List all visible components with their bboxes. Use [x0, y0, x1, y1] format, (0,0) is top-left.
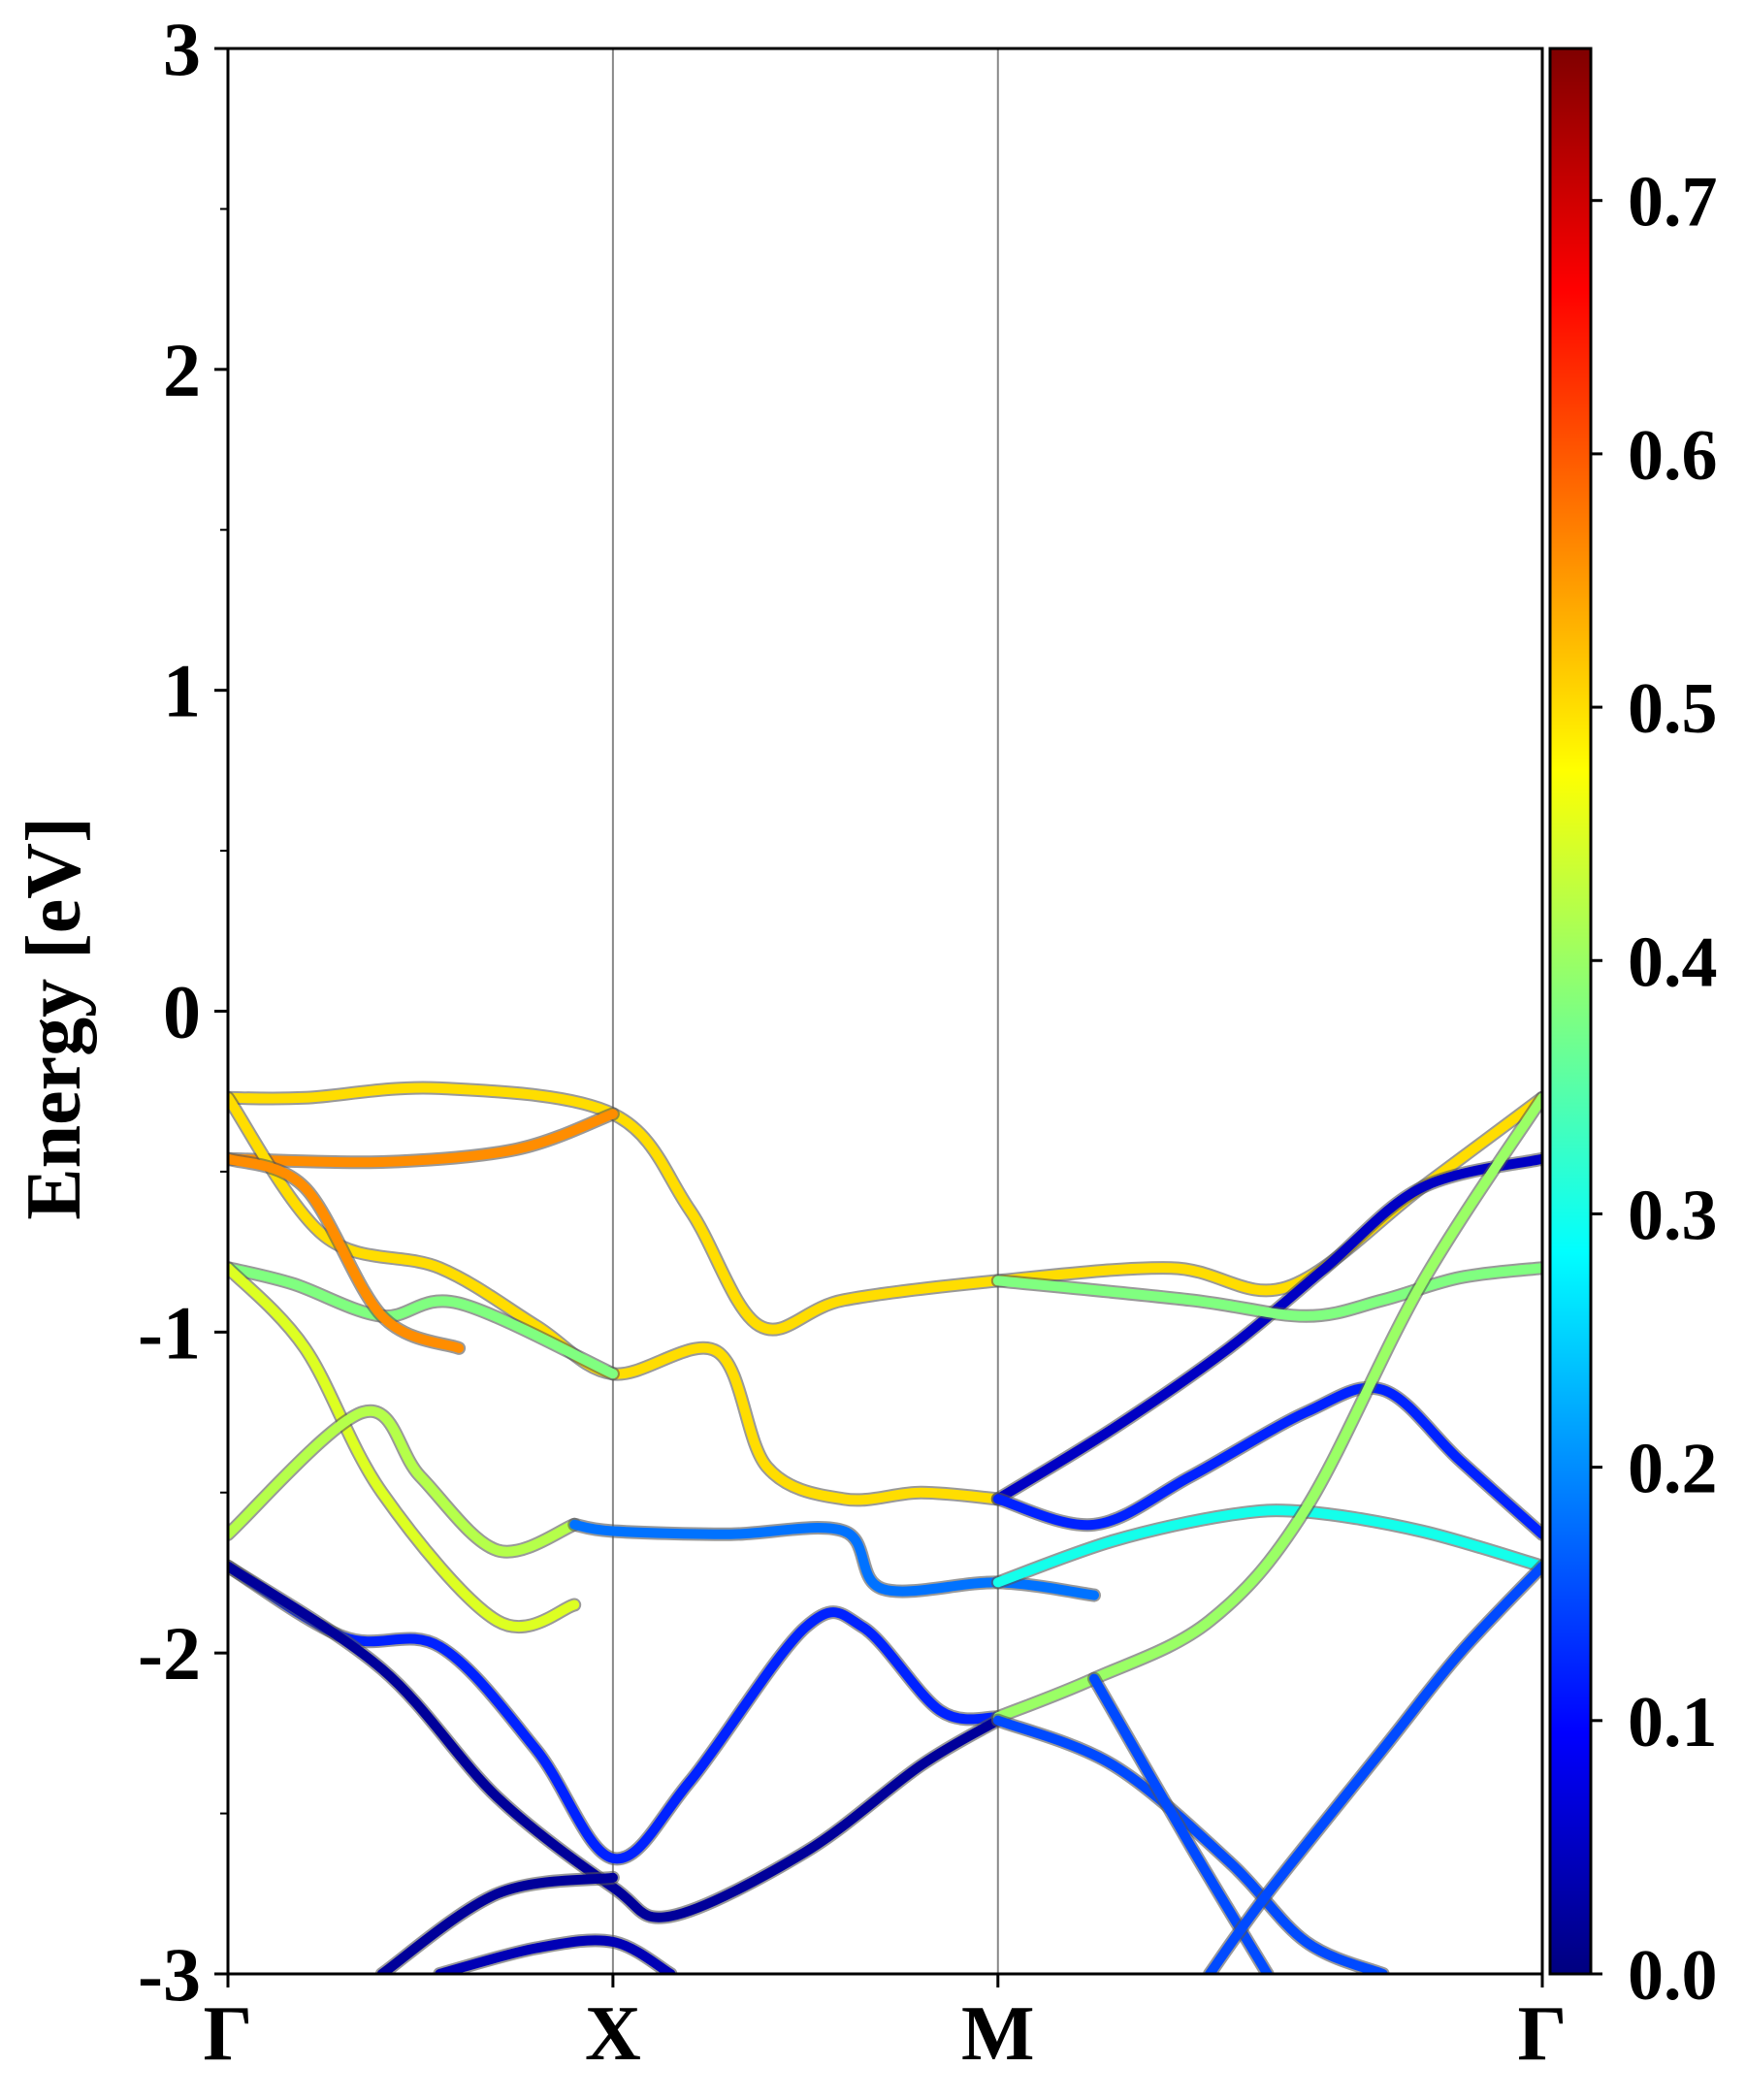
kpoint-label: X — [585, 1991, 641, 2077]
band-lines — [228, 1081, 1542, 1974]
band-15 — [990, 1713, 1390, 1974]
band-13 — [228, 1559, 1005, 1924]
plot-frame — [226, 47, 1544, 1976]
band-7 — [567, 1517, 1101, 1602]
band-0 — [228, 1081, 1542, 1337]
y-tick-label: -1 — [138, 1290, 201, 1374]
band-6 — [228, 1404, 582, 1559]
colorbar-tick-label: 0.4 — [1628, 922, 1718, 1002]
y-tick-label: 0 — [163, 970, 201, 1054]
colorbar — [1548, 47, 1593, 1976]
colorbar-tick-label: 0.3 — [1628, 1176, 1718, 1255]
band-19 — [433, 1933, 678, 1974]
y-tick-label: 3 — [163, 7, 201, 91]
band-3 — [228, 1261, 620, 1381]
y-axis-label: Energy [eV] — [12, 817, 97, 1219]
band-11 — [990, 1503, 1542, 1590]
y-tick-label: -2 — [138, 1611, 201, 1696]
band-12 — [228, 1559, 1005, 1866]
y-tick-label: 2 — [163, 328, 201, 412]
band-1 — [228, 1107, 620, 1170]
colorbar-tick-label: 0.6 — [1628, 416, 1718, 496]
band-4 — [228, 1151, 467, 1355]
kpoint-label: Γ — [204, 1991, 253, 2077]
band-17 — [1203, 1559, 1542, 1974]
band-9 — [990, 1380, 1542, 1541]
colorbar-tick-label: 0.7 — [1628, 163, 1718, 242]
colorbar-tick-label: 0.5 — [1628, 669, 1718, 749]
y-tick-label: -3 — [138, 1932, 201, 2017]
high-symmetry-lines — [611, 48, 999, 1974]
band-18 — [374, 1870, 620, 1974]
colorbar-tick-label: 0.2 — [1628, 1430, 1718, 1509]
kpoint-label: M — [961, 1991, 1035, 2077]
y-axis: 3 2 1 0 -1 -2 -3 — [138, 7, 228, 2017]
colorbar-tick-label: 0.0 — [1628, 1936, 1718, 2016]
band-10 — [990, 1261, 1542, 1323]
colorbar-tick-label: 0.1 — [1628, 1683, 1718, 1762]
band-5 — [228, 1261, 582, 1634]
y-tick-label: 1 — [163, 649, 201, 733]
band-16 — [1087, 1671, 1275, 1974]
band-14 — [990, 1090, 1542, 1725]
kpoint-label: Γ — [1518, 1991, 1568, 2077]
colorbar-axis: 0.0 0.1 0.2 0.3 0.4 0.5 0.6 0.7 — [1591, 163, 1718, 2016]
